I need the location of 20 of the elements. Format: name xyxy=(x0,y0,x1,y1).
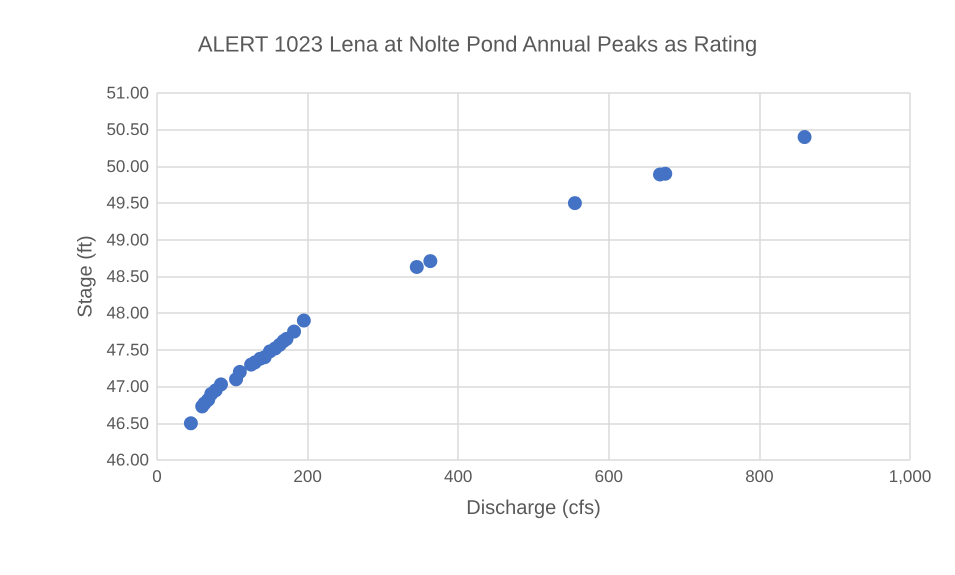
x-tick-label: 800 xyxy=(745,467,774,486)
y-tick-label: 46.00 xyxy=(106,450,149,470)
y-tick-label: 47.00 xyxy=(106,377,149,396)
y-tick-label: 46.50 xyxy=(106,414,149,433)
y-tick-label: 50.00 xyxy=(106,156,149,176)
y-tick-label: 49.50 xyxy=(106,194,149,213)
y-tick-label: 50.50 xyxy=(106,120,149,140)
x-tick-label: 1,000 xyxy=(888,467,932,486)
chart-title: ALERT 1023 Lena at Nolte Pond Annual Peaks as Rating xyxy=(198,32,758,56)
y-tick-label: 48.00 xyxy=(106,304,149,323)
x-tick-label: 0 xyxy=(152,467,162,486)
x-tick-label: 600 xyxy=(594,467,623,486)
x-axis-title: Discharge (cfs) xyxy=(466,497,601,519)
y-tick-label: 48.50 xyxy=(106,267,149,286)
y-axis-title: Stage (ft) xyxy=(74,235,97,318)
y-tick-label: 51.00 xyxy=(106,84,149,102)
y-tick-label: 47.50 xyxy=(106,340,149,360)
x-tick-label: 400 xyxy=(444,467,472,486)
y-tick-label: 49.00 xyxy=(106,230,149,250)
x-tick-label: 200 xyxy=(293,467,322,486)
